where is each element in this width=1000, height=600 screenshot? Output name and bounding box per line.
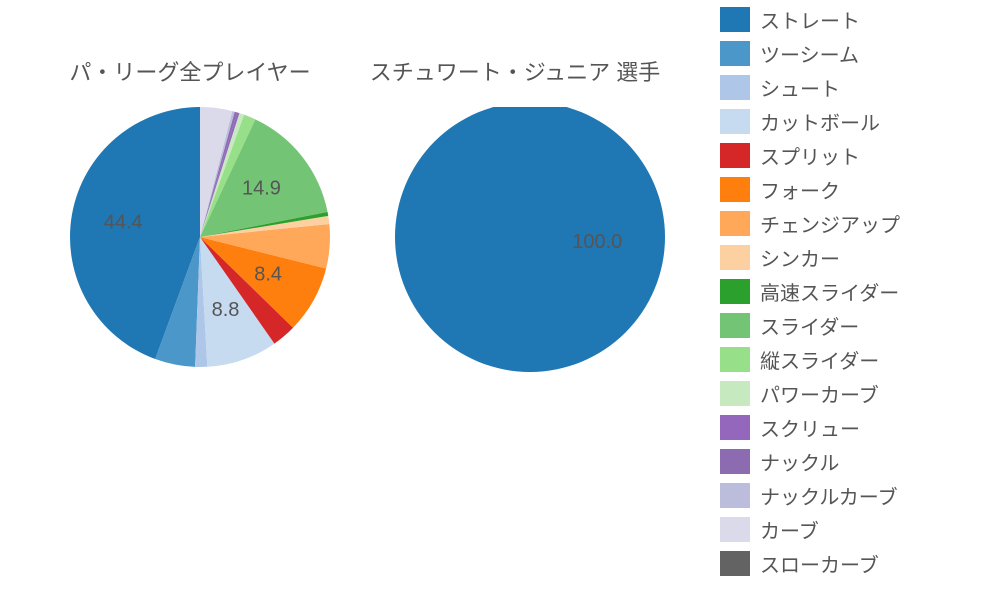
legend-item: ツーシーム bbox=[720, 39, 1000, 67]
legend-label: ツーシーム bbox=[760, 39, 859, 68]
legend-label: カーブ bbox=[760, 515, 819, 544]
pie-chart-player: スチュワート・ジュニア 選手 100.0 bbox=[360, 55, 670, 422]
legend-label: シュート bbox=[760, 73, 840, 102]
legend-swatch bbox=[720, 381, 750, 406]
legend-label: ナックルカーブ bbox=[760, 481, 898, 510]
legend-label: ナックル bbox=[760, 447, 839, 476]
legend: ストレートツーシームシュートカットボールスプリットフォークチェンジアップシンカー… bbox=[710, 0, 1000, 583]
legend-swatch bbox=[720, 75, 750, 100]
legend-swatch bbox=[720, 415, 750, 440]
pie-svg-wrap: 100.0 bbox=[360, 107, 670, 422]
legend-item: スクリュー bbox=[720, 413, 1000, 441]
pie-slice-label: 100.0 bbox=[572, 231, 622, 253]
legend-swatch bbox=[720, 143, 750, 168]
legend-swatch bbox=[720, 483, 750, 508]
pie-svg-wrap: 44.4 8.8 8.4 14.9 bbox=[40, 107, 340, 412]
pie-slice-label: 8.8 bbox=[212, 299, 240, 321]
legend-item: シンカー bbox=[720, 243, 1000, 271]
legend-swatch bbox=[720, 279, 750, 304]
legend-swatch bbox=[720, 517, 750, 542]
legend-swatch bbox=[720, 551, 750, 576]
legend-swatch bbox=[720, 7, 750, 32]
legend-label: スローカーブ bbox=[760, 549, 879, 578]
legend-swatch bbox=[720, 41, 750, 66]
legend-item: ストレート bbox=[720, 5, 1000, 33]
pie-slice-label: 14.9 bbox=[242, 177, 281, 199]
legend-label: スプリット bbox=[760, 141, 860, 170]
legend-item: シュート bbox=[720, 73, 1000, 101]
legend-item: スプリット bbox=[720, 141, 1000, 169]
legend-label: シンカー bbox=[760, 243, 840, 272]
pie-slice bbox=[395, 107, 665, 372]
legend-item: 縦スライダー bbox=[720, 345, 1000, 373]
pie-svg: 100.0 bbox=[360, 107, 670, 417]
legend-label: フォーク bbox=[760, 175, 840, 204]
legend-swatch bbox=[720, 347, 750, 372]
legend-item: フォーク bbox=[720, 175, 1000, 203]
legend-swatch bbox=[720, 109, 750, 134]
legend-label: ストレート bbox=[760, 5, 860, 34]
chart-title: スチュワート・ジュニア 選手 bbox=[370, 55, 661, 87]
legend-item: チェンジアップ bbox=[720, 209, 1000, 237]
legend-item: パワーカーブ bbox=[720, 379, 1000, 407]
legend-item: カットボール bbox=[720, 107, 1000, 135]
legend-item: ナックルカーブ bbox=[720, 481, 1000, 509]
legend-swatch bbox=[720, 245, 750, 270]
legend-item: ナックル bbox=[720, 447, 1000, 475]
legend-label: パワーカーブ bbox=[760, 379, 879, 408]
legend-label: チェンジアップ bbox=[760, 209, 900, 238]
legend-label: 高速スライダー bbox=[760, 277, 899, 306]
pie-svg: 44.4 8.8 8.4 14.9 bbox=[40, 107, 340, 407]
pie-slice-label: 44.4 bbox=[104, 212, 143, 234]
legend-item: 高速スライダー bbox=[720, 277, 1000, 305]
legend-swatch bbox=[720, 177, 750, 202]
legend-label: 縦スライダー bbox=[760, 345, 879, 374]
legend-swatch bbox=[720, 449, 750, 474]
legend-item: スライダー bbox=[720, 311, 1000, 339]
legend-label: カットボール bbox=[760, 107, 880, 136]
legend-item: スローカーブ bbox=[720, 549, 1000, 577]
legend-swatch bbox=[720, 313, 750, 338]
legend-swatch bbox=[720, 211, 750, 236]
legend-label: スクリュー bbox=[760, 413, 860, 442]
legend-label: スライダー bbox=[760, 311, 859, 340]
legend-item: カーブ bbox=[720, 515, 1000, 543]
pie-slice-label: 8.4 bbox=[254, 263, 282, 285]
pie-chart-league: パ・リーグ全プレイヤー 44.4 8.8 8.4 14.9 bbox=[40, 55, 340, 412]
chart-title: パ・リーグ全プレイヤー bbox=[69, 55, 310, 87]
